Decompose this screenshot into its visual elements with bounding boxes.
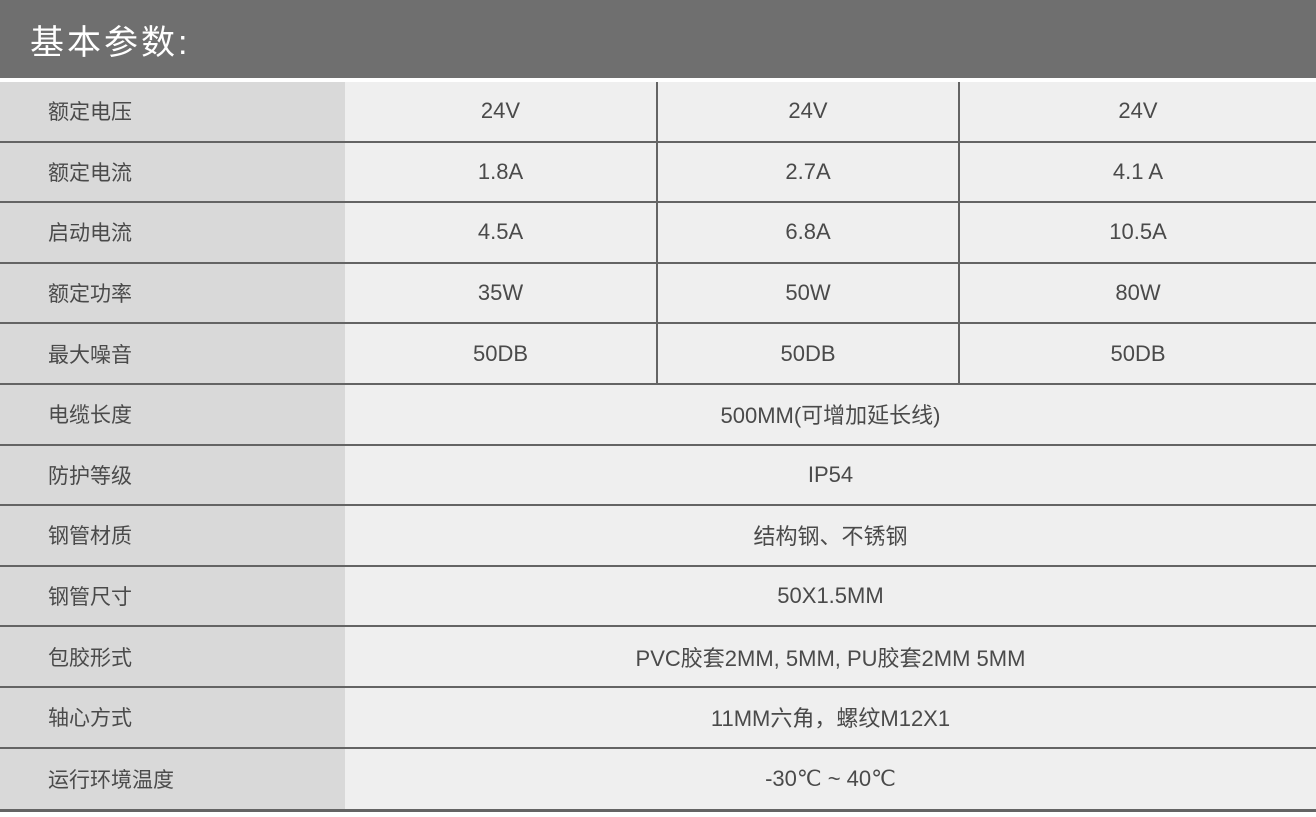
cell-value: 80W bbox=[960, 263, 1316, 323]
table-row: 最大噪音 50DB 50DB 50DB bbox=[0, 324, 1316, 385]
table-row: 钢管尺寸 50X1.5MM bbox=[0, 566, 1316, 628]
table-row: 启动电流 4.5A 6.8A 10.5A bbox=[0, 203, 1316, 264]
cell-value: 35W bbox=[345, 263, 658, 323]
table-row: 钢管材质 结构钢、不锈钢 bbox=[0, 506, 1316, 567]
cell-value: 50DB bbox=[658, 324, 960, 383]
cell-value: 24V bbox=[658, 82, 960, 141]
table-row: 运行环境温度 -30℃ ~ 40℃ bbox=[0, 748, 1316, 810]
table-row: 额定电压 24V 24V 24V bbox=[0, 82, 1316, 143]
cell-value-merged: PVC胶套2MM, 5MM, PU胶套2MM 5MM bbox=[345, 627, 1316, 686]
cell-value: 50DB bbox=[345, 324, 658, 383]
cell-value: 24V bbox=[960, 82, 1316, 141]
table-row: 轴心方式 11MM六角，螺纹M12X1 bbox=[0, 687, 1316, 749]
table-row: 包胶形式 PVC胶套2MM, 5MM, PU胶套2MM 5MM bbox=[0, 627, 1316, 688]
cell-value: 4.1 A bbox=[960, 142, 1316, 202]
cell-value: 4.5A bbox=[345, 203, 658, 262]
spec-table: 额定电压 24V 24V 24V 额定电流 1.8A 2.7A 4.1 A 启动… bbox=[0, 82, 1316, 813]
cell-value-merged: 结构钢、不锈钢 bbox=[345, 506, 1316, 565]
cell-value: 6.8A bbox=[658, 203, 960, 262]
cell-value: 10.5A bbox=[960, 203, 1316, 262]
cell-value-merged: -30℃ ~ 40℃ bbox=[345, 748, 1316, 810]
row-label: 启动电流 bbox=[0, 203, 345, 262]
table-row: 额定电流 1.8A 2.7A 4.1 A bbox=[0, 142, 1316, 204]
section-header: 基本参数: bbox=[0, 0, 1316, 78]
cell-value: 50DB bbox=[960, 324, 1316, 383]
table-row: 防护等级 IP54 bbox=[0, 445, 1316, 507]
cell-value-merged: 500MM(可增加延长线) bbox=[345, 384, 1316, 444]
row-label: 防护等级 bbox=[0, 445, 345, 505]
row-label: 最大噪音 bbox=[0, 324, 345, 383]
row-label: 钢管尺寸 bbox=[0, 566, 345, 626]
cell-value-merged: IP54 bbox=[345, 445, 1316, 505]
cell-value: 24V bbox=[345, 82, 658, 141]
row-label: 额定电压 bbox=[0, 82, 345, 141]
cell-value: 2.7A bbox=[658, 142, 960, 202]
row-label: 运行环境温度 bbox=[0, 748, 345, 810]
row-label: 轴心方式 bbox=[0, 687, 345, 747]
row-label: 额定电流 bbox=[0, 142, 345, 202]
cell-value-merged: 50X1.5MM bbox=[345, 566, 1316, 626]
section-title: 基本参数: bbox=[30, 23, 191, 62]
row-label: 额定功率 bbox=[0, 263, 345, 323]
table-row: 电缆长度 500MM(可增加延长线) bbox=[0, 384, 1316, 446]
row-label: 电缆长度 bbox=[0, 384, 345, 444]
cell-value: 50W bbox=[658, 263, 960, 323]
row-label: 包胶形式 bbox=[0, 627, 345, 686]
cell-value-merged: 11MM六角，螺纹M12X1 bbox=[345, 687, 1316, 747]
row-label: 钢管材质 bbox=[0, 506, 345, 565]
cell-value: 1.8A bbox=[345, 142, 658, 202]
table-row: 额定功率 35W 50W 80W bbox=[0, 263, 1316, 325]
